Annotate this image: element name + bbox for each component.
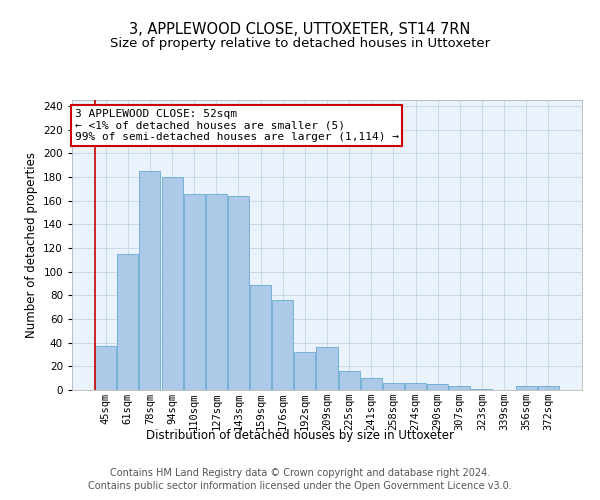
Bar xyxy=(383,383,404,390)
Text: 3, APPLEWOOD CLOSE, UTTOXETER, ST14 7RN: 3, APPLEWOOD CLOSE, UTTOXETER, ST14 7RN xyxy=(130,22,470,38)
Bar xyxy=(515,386,536,390)
Bar xyxy=(405,383,426,390)
Bar xyxy=(449,386,470,390)
Bar xyxy=(139,171,160,390)
Bar xyxy=(250,284,271,390)
Text: 3 APPLEWOOD CLOSE: 52sqm
← <1% of detached houses are smaller (5)
99% of semi-de: 3 APPLEWOOD CLOSE: 52sqm ← <1% of detach… xyxy=(74,108,398,142)
Y-axis label: Number of detached properties: Number of detached properties xyxy=(25,152,38,338)
Text: Contains HM Land Registry data © Crown copyright and database right 2024.: Contains HM Land Registry data © Crown c… xyxy=(110,468,490,477)
Bar xyxy=(338,371,359,390)
Bar xyxy=(361,378,382,390)
Bar xyxy=(118,254,139,390)
Bar xyxy=(272,300,293,390)
Bar xyxy=(228,196,249,390)
Bar xyxy=(538,386,559,390)
Bar xyxy=(295,352,316,390)
Bar xyxy=(427,384,448,390)
Bar xyxy=(472,389,493,390)
Bar xyxy=(161,177,182,390)
Bar xyxy=(206,194,227,390)
Text: Contains public sector information licensed under the Open Government Licence v3: Contains public sector information licen… xyxy=(88,481,512,491)
Bar xyxy=(95,346,116,390)
Bar xyxy=(184,194,205,390)
Text: Size of property relative to detached houses in Uttoxeter: Size of property relative to detached ho… xyxy=(110,38,490,51)
Text: Distribution of detached houses by size in Uttoxeter: Distribution of detached houses by size … xyxy=(146,428,454,442)
Bar xyxy=(316,348,338,390)
